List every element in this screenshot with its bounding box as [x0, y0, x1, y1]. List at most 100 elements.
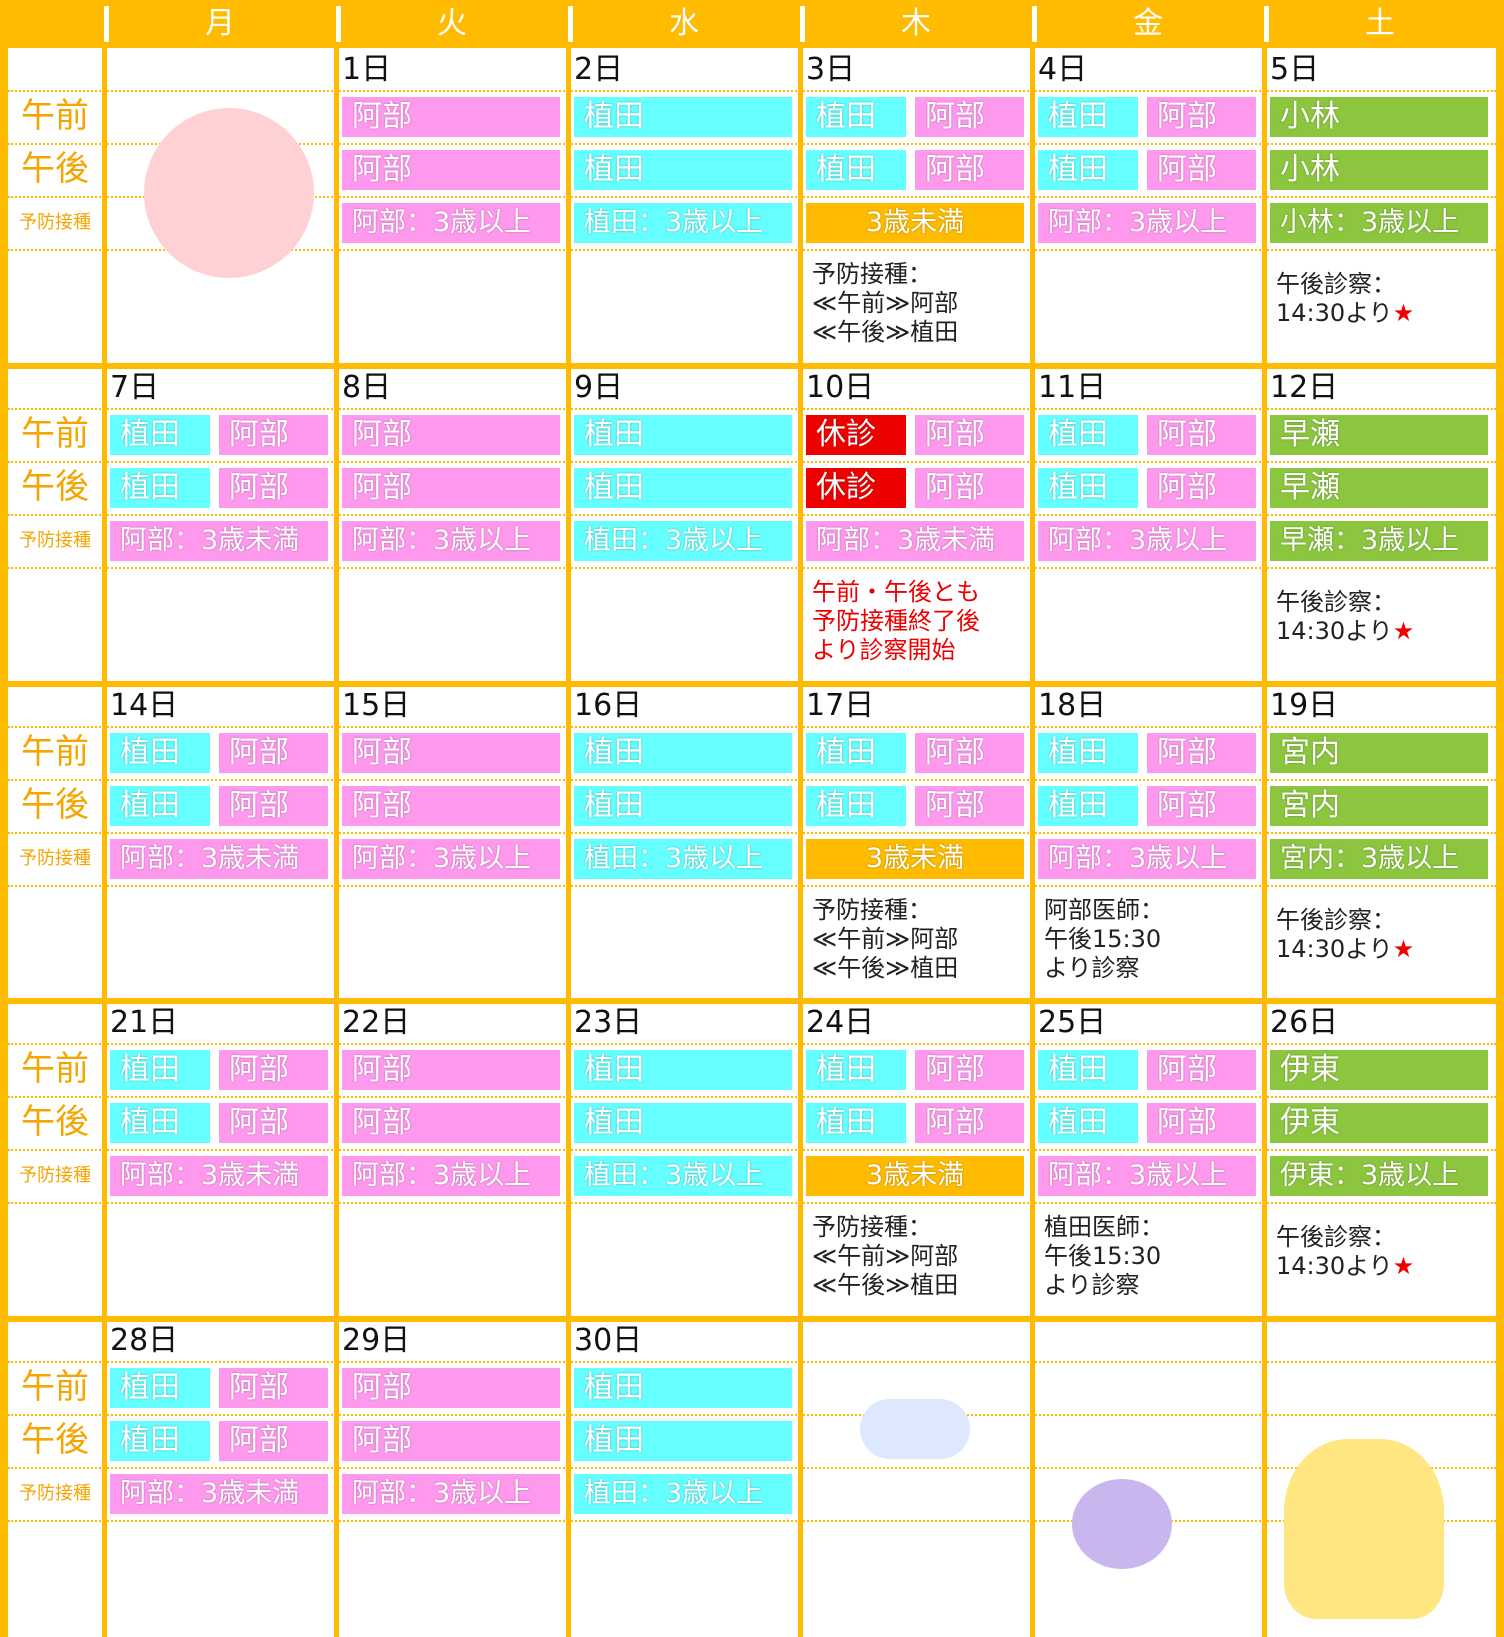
date: 12日 [1270, 369, 1339, 405]
slot: 早瀬：3歳以上 [1270, 520, 1488, 561]
slot: 阿部：3歳以上 [342, 203, 560, 243]
date: 16日 [574, 687, 643, 723]
slot: 阿部 [915, 732, 1024, 773]
date: 15日 [342, 687, 411, 723]
date: 30日 [574, 1323, 643, 1359]
date: 24日 [806, 1005, 875, 1041]
row-label: 予防接種 [19, 1483, 91, 1505]
dotted-line [8, 460, 1496, 463]
column-divider [334, 48, 339, 1637]
slot: 植田 [110, 1050, 211, 1091]
note-line: 14:30より★ [1276, 934, 1415, 963]
slot: 植田 [1038, 1103, 1139, 1144]
slot: 植田 [574, 414, 792, 455]
slot: 休診 [806, 414, 907, 455]
column-divider [102, 48, 107, 1637]
slot: 阿部 [1147, 414, 1256, 455]
slot: 早瀬 [1270, 467, 1488, 508]
note-line: ≪午後≫植田 [812, 318, 959, 346]
star: ★ [1392, 934, 1415, 963]
slot: 植田：3歳以上 [574, 838, 792, 879]
week-divider [0, 680, 1504, 687]
slot: 阿部 [1147, 97, 1256, 137]
slot: 阿部：3歳未満 [110, 838, 328, 879]
illustration [144, 108, 314, 278]
slot: 阿部 [219, 1103, 328, 1144]
note-line: 午後15:30 [1044, 1242, 1162, 1271]
note-line: 午前・午後とも [812, 577, 980, 606]
slot: 3歳未満 [806, 1156, 1024, 1197]
note-line: 14:30より★ [1276, 616, 1415, 645]
week-divider [0, 362, 1504, 369]
note-line: より診察 [1044, 1271, 1140, 1300]
slot: 植田 [574, 97, 792, 137]
dotted-line [8, 1467, 1496, 1470]
slot: 植田 [1038, 785, 1139, 826]
note: 午後診察： 14:30より★ [1276, 588, 1494, 688]
slot: 阿部 [342, 732, 560, 773]
slot: 植田 [574, 1368, 792, 1409]
note-line: ≪午前≫阿部 [812, 924, 959, 953]
slot: 宮内：3歳以上 [1270, 838, 1488, 879]
dotted-line [8, 1520, 1496, 1523]
slot: 植田 [1038, 467, 1139, 508]
slot: 3歳未満 [806, 838, 1024, 879]
note: 予防接種： ≪午前≫阿部 ≪午後≫植田 [812, 1213, 1030, 1313]
slot: 植田 [1038, 414, 1139, 455]
row-label: 午後 [21, 784, 89, 825]
dotted-line [8, 1096, 1496, 1099]
date: 17日 [806, 687, 875, 723]
slot: 休診 [806, 467, 907, 508]
dotted-line [8, 407, 1496, 410]
note-line: ≪午前≫阿部 [812, 1242, 959, 1271]
slot: 植田 [806, 150, 907, 190]
row-label: 午前 [21, 413, 89, 454]
slot: 阿部 [915, 1050, 1024, 1091]
star: ★ [1392, 299, 1415, 327]
date: 3日 [806, 52, 856, 87]
slot: 阿部：3歳未満 [806, 520, 1024, 561]
slot: 植田 [574, 785, 792, 826]
dotted-line [8, 725, 1496, 728]
date: 9日 [574, 369, 624, 405]
slot: 宮内 [1270, 732, 1488, 773]
slot: 阿部 [1147, 467, 1256, 508]
illustration [1072, 1479, 1172, 1570]
slot: 阿部 [219, 1421, 328, 1462]
dotted-line [8, 831, 1496, 834]
note-line: 午後15:30 [1044, 924, 1162, 953]
date: 19日 [1270, 687, 1339, 723]
slot: 植田：3歳以上 [574, 1474, 792, 1515]
column-divider [566, 48, 571, 1637]
dotted-line [8, 566, 1496, 569]
dotted-line [8, 1043, 1496, 1046]
slot: 植田 [806, 785, 907, 826]
note-line: 14:30より★ [1276, 299, 1415, 327]
week-divider [0, 1316, 1504, 1323]
dotted-line [8, 90, 1496, 92]
slot: 阿部 [1147, 1050, 1256, 1091]
note: 午後診察： 14:30より★ [1276, 1223, 1494, 1323]
slot: 伊東：3歳以上 [1270, 1156, 1488, 1197]
slot: 伊東 [1270, 1103, 1488, 1144]
slot: 植田 [110, 414, 211, 455]
slot: 植田 [806, 1050, 907, 1091]
row-label: 午後 [21, 1102, 89, 1143]
slot: 阿部 [219, 1368, 328, 1409]
note-line: 午後診察： [1276, 270, 1396, 298]
slot: 植田 [574, 1421, 792, 1462]
note-line: 予防接種： [812, 260, 932, 288]
row-label: 予防接種 [19, 1165, 91, 1187]
slot: 植田 [574, 1050, 792, 1091]
slot: 阿部 [915, 1103, 1024, 1144]
slot: 阿部 [915, 150, 1024, 190]
slot: 植田 [110, 785, 211, 826]
date: 7日 [110, 369, 160, 405]
note: 植田医師： 午後15:30 より診察 [1044, 1213, 1262, 1313]
date: 21日 [110, 1005, 179, 1041]
column-divider [798, 48, 803, 1637]
slot: 阿部 [342, 467, 560, 508]
date: 23日 [574, 1005, 643, 1041]
row-label: 午前 [21, 1049, 89, 1090]
date: 18日 [1038, 687, 1107, 723]
